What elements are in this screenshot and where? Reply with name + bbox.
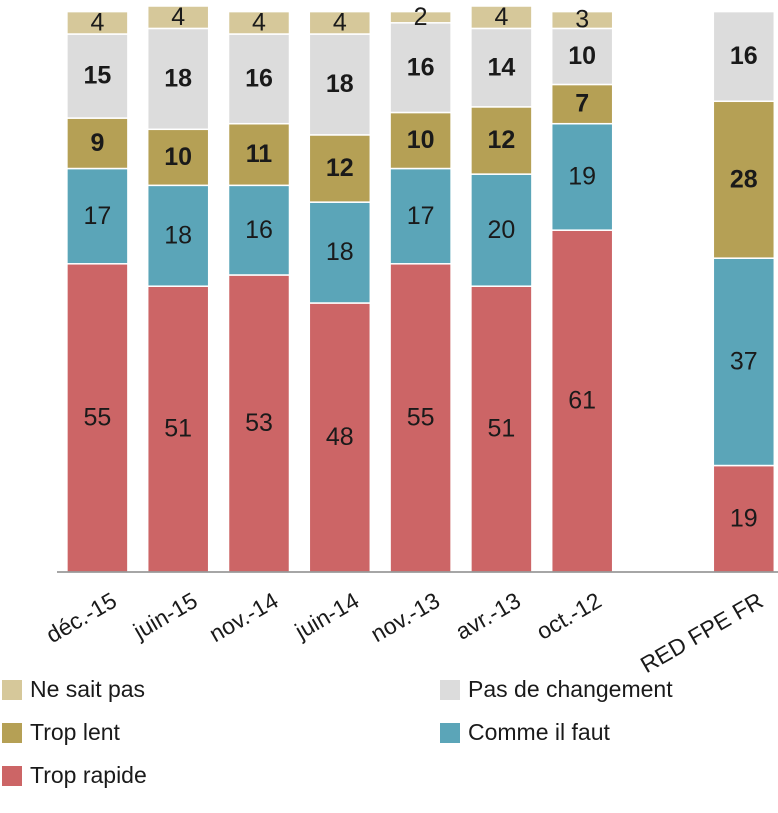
data-label: 3 bbox=[575, 6, 589, 34]
data-label: 37 bbox=[730, 347, 758, 375]
bar-segment bbox=[66, 263, 129, 573]
data-label: 18 bbox=[164, 64, 192, 92]
bar-segment bbox=[389, 167, 452, 265]
legend-swatch bbox=[440, 680, 460, 700]
bar-segment bbox=[146, 184, 210, 287]
data-label: 4 bbox=[90, 8, 104, 36]
legend-label: Ne sait pas bbox=[30, 676, 145, 702]
legend-label: Trop rapide bbox=[30, 762, 147, 788]
bar-segment bbox=[66, 10, 129, 35]
bar-segment bbox=[470, 106, 533, 175]
legend-label: Pas de changement bbox=[468, 676, 673, 702]
data-label: 55 bbox=[83, 404, 111, 432]
bar-segment bbox=[470, 27, 533, 108]
x-tick-label: oct.-12 bbox=[532, 587, 606, 645]
bar-segment bbox=[712, 10, 776, 103]
bar-segment bbox=[389, 111, 452, 170]
data-label: 14 bbox=[487, 53, 515, 81]
bar-segment bbox=[712, 100, 776, 259]
legend-swatch bbox=[2, 680, 22, 700]
data-label: 18 bbox=[164, 221, 192, 249]
bar-segment bbox=[66, 33, 129, 119]
bar-segment bbox=[308, 33, 372, 136]
data-label: 16 bbox=[245, 216, 273, 244]
x-tick-label: nov.-13 bbox=[366, 587, 444, 647]
bar-segment bbox=[227, 184, 291, 276]
legend-swatch bbox=[2, 766, 22, 786]
x-tick-label: juin-15 bbox=[128, 587, 202, 645]
data-label: 2 bbox=[414, 3, 428, 31]
x-tick-label: avr.-13 bbox=[451, 587, 525, 645]
data-label: 53 bbox=[245, 409, 273, 437]
data-label: 4 bbox=[252, 8, 266, 36]
bar-segment bbox=[550, 122, 614, 231]
data-label: 4 bbox=[494, 3, 508, 31]
data-label: 28 bbox=[730, 165, 758, 193]
data-label: 51 bbox=[487, 415, 515, 443]
bar-segment bbox=[146, 5, 210, 30]
legend-label: Comme il faut bbox=[468, 719, 610, 745]
data-label: 51 bbox=[164, 415, 192, 443]
bar-segment bbox=[712, 257, 776, 467]
bar-segment bbox=[308, 302, 372, 573]
bar-segment bbox=[550, 10, 614, 30]
bar-segment bbox=[389, 10, 452, 24]
data-label: 16 bbox=[407, 53, 435, 81]
bar-segment bbox=[227, 10, 291, 35]
data-label: 48 bbox=[326, 423, 354, 451]
x-tick-label: déc.-15 bbox=[41, 587, 120, 648]
data-label: 16 bbox=[245, 64, 273, 92]
x-tick-label: RED FPE FR bbox=[636, 587, 767, 678]
data-label: 18 bbox=[326, 238, 354, 266]
bar-segment bbox=[470, 5, 533, 30]
data-label: 61 bbox=[568, 387, 596, 415]
data-label: 10 bbox=[568, 42, 596, 70]
legend-label: Trop lent bbox=[30, 719, 121, 745]
data-label: 12 bbox=[487, 126, 515, 154]
data-label: 10 bbox=[164, 143, 192, 171]
data-label: 17 bbox=[407, 202, 435, 230]
bar-segment bbox=[550, 229, 614, 573]
data-label: 55 bbox=[407, 404, 435, 432]
data-label: 20 bbox=[487, 216, 515, 244]
bar-segment bbox=[146, 27, 210, 131]
bar-segment bbox=[308, 134, 372, 203]
data-label: 19 bbox=[568, 163, 596, 191]
data-label: 12 bbox=[326, 154, 354, 182]
bar-segment bbox=[66, 167, 129, 265]
data-label: 4 bbox=[333, 8, 347, 36]
bar-segment bbox=[308, 10, 372, 35]
bar-segment bbox=[550, 83, 614, 125]
legend-swatch bbox=[2, 723, 22, 743]
data-label: 7 bbox=[575, 90, 589, 118]
bar-segment bbox=[470, 173, 533, 287]
data-label: 17 bbox=[83, 202, 111, 230]
x-tick-label: nov.-14 bbox=[205, 587, 283, 647]
data-label: 15 bbox=[83, 62, 111, 90]
data-label: 11 bbox=[246, 140, 273, 168]
bar-segment bbox=[308, 201, 372, 304]
legend-swatch bbox=[440, 723, 460, 743]
data-label: 16 bbox=[730, 42, 758, 70]
x-tick-label: juin-14 bbox=[290, 587, 364, 645]
data-label: 19 bbox=[730, 504, 758, 532]
data-label: 4 bbox=[171, 3, 185, 31]
bar-segment bbox=[227, 122, 291, 187]
data-label: 9 bbox=[90, 129, 104, 157]
data-label: 10 bbox=[407, 126, 435, 154]
data-label: 18 bbox=[326, 70, 354, 98]
bar-segment bbox=[389, 263, 452, 573]
bar-segment bbox=[146, 128, 210, 187]
